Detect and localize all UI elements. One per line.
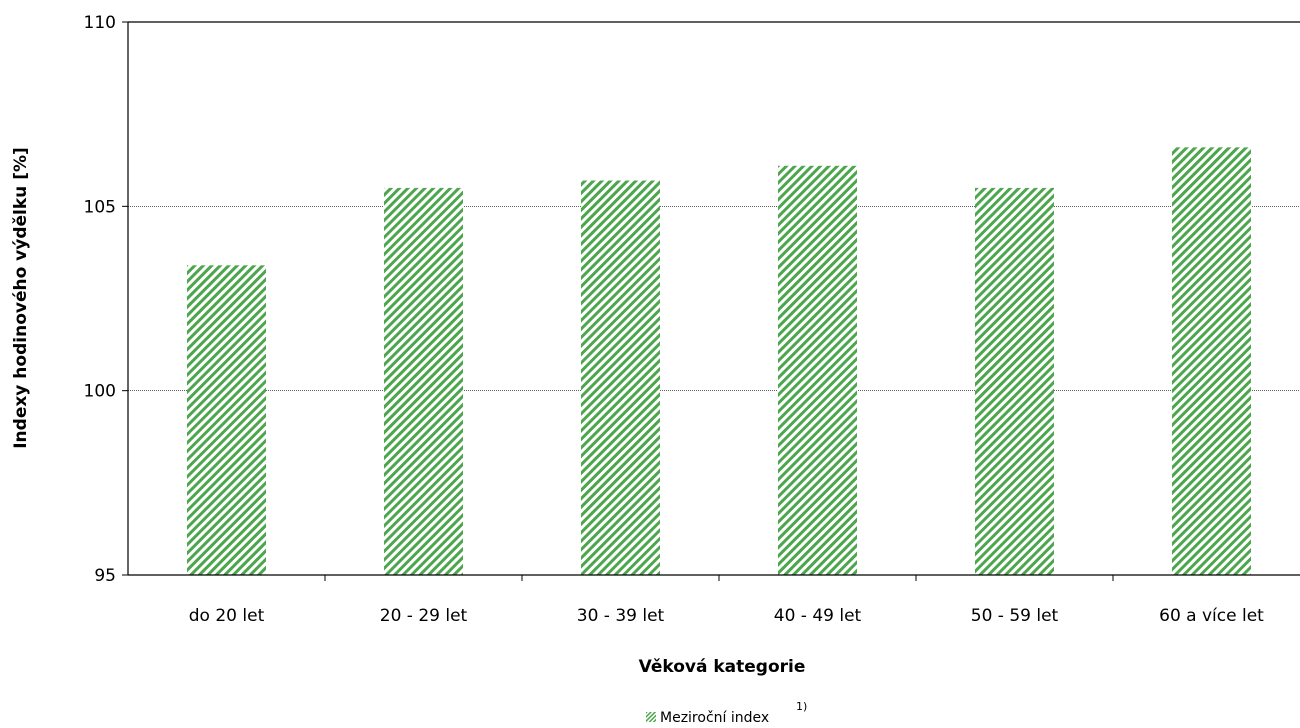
x-tick-label: 60 a více let (1159, 606, 1264, 626)
y-tick-label: 105 (84, 197, 116, 217)
x-tick-label: 40 - 49 let (774, 606, 862, 626)
bar (187, 265, 266, 575)
x-axis-title: Věková kategorie (639, 657, 806, 677)
x-tick-label: 20 - 29 let (380, 606, 468, 626)
bar (975, 187, 1054, 575)
y-tick-label: 110 (84, 13, 116, 33)
legend-swatch (646, 712, 656, 722)
legend-footnote-mark: 1) (796, 700, 807, 713)
bar (1172, 147, 1251, 575)
x-tick-labels: do 20 let 20 - 29 let 30 - 39 let 40 - 49 l… (189, 606, 1264, 626)
bars (187, 147, 1251, 575)
y-tick-label: 100 (84, 382, 116, 402)
x-tick-label: 30 - 39 let (577, 606, 665, 626)
bar (778, 165, 857, 575)
y-tick-labels: 95 100 105 110 (84, 13, 116, 586)
legend: Meziroční index 1) (646, 700, 807, 726)
axes (122, 21, 1300, 581)
legend-label: Meziroční index (660, 710, 769, 726)
bar (581, 180, 660, 575)
bar (384, 187, 463, 575)
x-tick-label: do 20 let (189, 606, 265, 626)
y-tick-label: 95 (94, 566, 116, 586)
y-axis-title: Indexy hodinového výdělku [%] (11, 147, 31, 449)
x-tick-label: 50 - 59 let (971, 606, 1059, 626)
gridlines (128, 21, 1300, 392)
